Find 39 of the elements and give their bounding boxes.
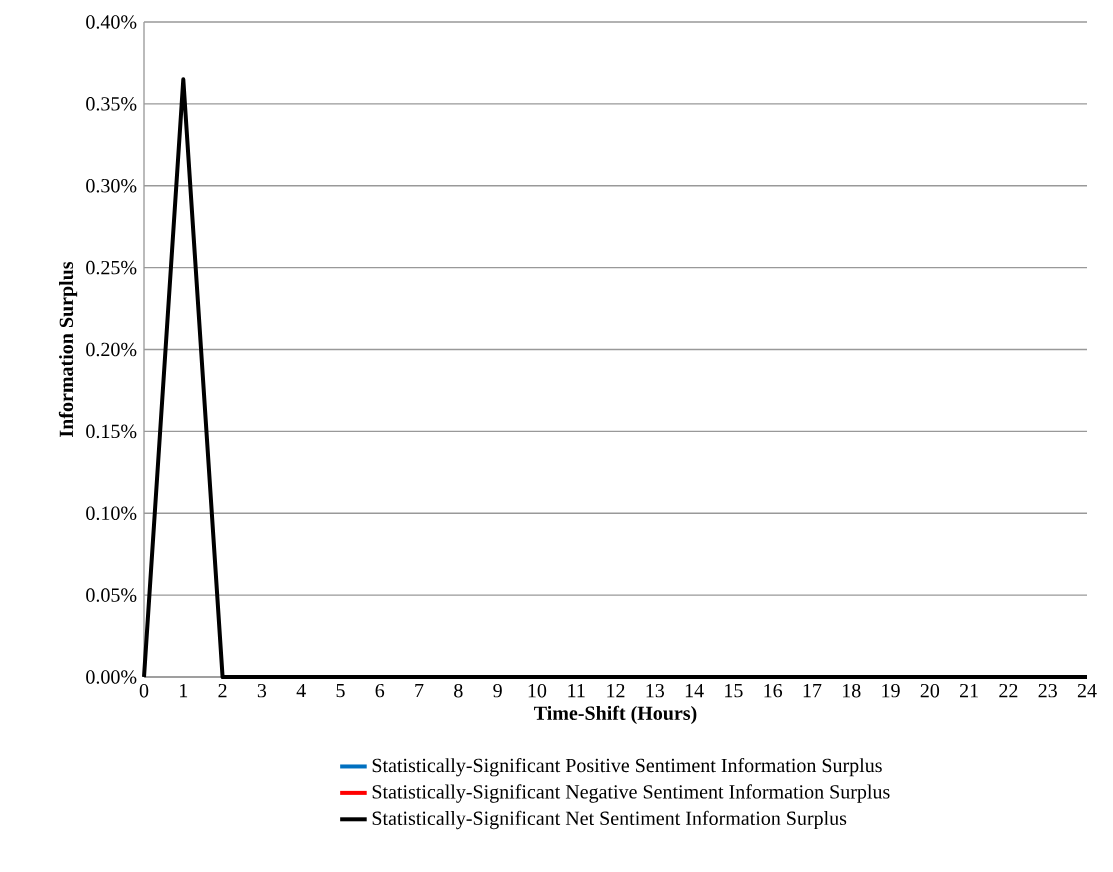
x-tick-label: 6 — [375, 683, 385, 698]
y-tick-label: 0.00% — [86, 670, 137, 684]
x-tick-label: 11 — [568, 683, 585, 698]
x-tick-label: 9 — [493, 683, 502, 698]
x-tick-label: 17 — [803, 683, 822, 698]
x-axis-title: Time-Shift (Hours) — [534, 705, 697, 725]
x-tick-label: 19 — [882, 683, 900, 698]
x-tick-label: 16 — [764, 683, 783, 698]
y-tick-label: 0.20% — [86, 342, 137, 357]
y-tick-label: 0.10% — [86, 506, 137, 521]
y-tick-label: 0.40% — [86, 15, 137, 29]
x-tick-label: 7 — [415, 683, 424, 698]
x-tick-label: 22 — [999, 683, 1018, 698]
x-tick-label: 15 — [725, 683, 743, 698]
x-tick-label: 10 — [528, 683, 547, 698]
x-tick-label: 23 — [1038, 683, 1057, 698]
y-tick-label: 0.05% — [86, 588, 137, 602]
x-tick-label: 4 — [296, 683, 306, 698]
x-tick-label: 20 — [920, 683, 940, 698]
legend-label: Statistically-Significant Negative Sentiment Information Surplus — [372, 784, 890, 803]
x-tick-label: 24 — [1077, 683, 1097, 698]
y-tick-label: 0.30% — [86, 178, 137, 193]
x-tick-label: 21 — [960, 683, 978, 698]
x-tick-label: 18 — [843, 683, 861, 698]
y-axis-title: Information Surplus — [58, 261, 78, 437]
x-tick-label: 5 — [336, 683, 345, 698]
x-tick-label: 1 — [180, 683, 188, 698]
y-tick-label: 0.25% — [86, 260, 137, 275]
x-tick-label: 0 — [139, 683, 149, 698]
x-tick-label: 8 — [454, 683, 463, 698]
x-tick-label: 2 — [218, 683, 227, 698]
y-tick-label: 0.35% — [86, 97, 137, 111]
x-tick-label: 14 — [685, 683, 704, 698]
legend-label: Statistically-Significant Positive Sentiment Information Surplus — [372, 757, 882, 777]
x-tick-label: 12 — [607, 683, 625, 698]
x-tick-label: 3 — [257, 683, 267, 698]
x-tick-label: 13 — [646, 683, 665, 698]
legend-label: Statistically-Significant Net Sentiment Information Surplus — [372, 810, 847, 830]
y-tick-label: 0.15% — [86, 424, 137, 439]
